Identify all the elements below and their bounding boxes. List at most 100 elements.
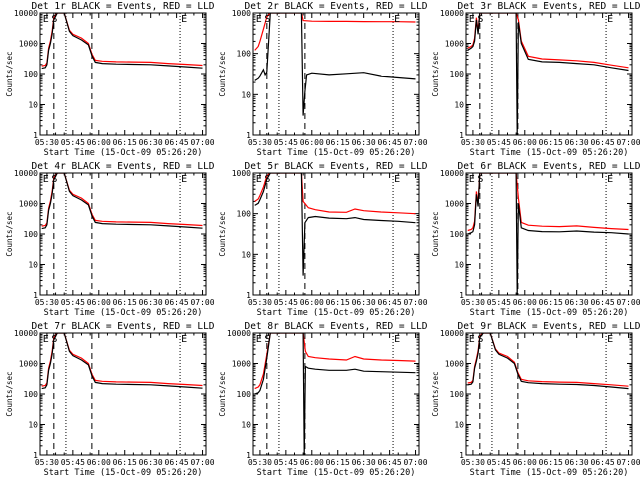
panel-plot: Det 4r BLACK = Events, RED = LLD Counts/s… (5, 161, 215, 318)
x-axis-label: Start Time (15-Oct-09 05:26:20) (44, 468, 203, 478)
y-tick-label: 10 (241, 250, 251, 259)
x-tick-label: 06:45 (591, 138, 615, 147)
y-axis-label: Counts/sec (431, 51, 440, 96)
y-tick-label: 10000 (14, 9, 38, 18)
x-tick-label: 06:30 (352, 458, 376, 467)
y-axis-label: Counts/sec (218, 51, 227, 96)
y-tick-label: 100 (450, 70, 465, 79)
panel-plot: Det 9r BLACK = Events, RED = LLD Counts/s… (431, 321, 640, 478)
event-marker-label: E (256, 334, 262, 345)
series-group (41, 13, 203, 70)
series-group (41, 333, 203, 390)
x-tick-label: 07:00 (190, 298, 214, 307)
series-group (467, 173, 629, 295)
series-lld-line (467, 13, 629, 69)
panel-title: Det 5r BLACK = Events, RED = LLD (244, 161, 427, 172)
series-group (41, 173, 203, 230)
series-events-line (254, 13, 416, 116)
x-axis-label: Start Time (15-Oct-09 05:26:20) (470, 148, 629, 158)
y-tick-label: 1000 (445, 40, 464, 49)
event-marker-label: S (477, 334, 483, 345)
y-tick-label: 10 (241, 421, 251, 430)
x-tick-label: 05:45 (61, 298, 85, 307)
detector-panel: Det 1r BLACK = Events, RED = LLD Counts/s… (0, 0, 215, 160)
x-tick-label: 05:45 (487, 138, 511, 147)
event-marker-label: E (43, 174, 49, 185)
y-tick-label: 10 (454, 101, 464, 110)
series-lld-line (254, 13, 416, 51)
series-events-line (467, 173, 629, 295)
event-marker-label: S (51, 334, 57, 345)
x-tick-label: 05:45 (274, 298, 298, 307)
event-marker-label: S (51, 14, 57, 25)
x-tick-label: 05:45 (61, 138, 85, 147)
x-tick-label: 06:45 (591, 298, 615, 307)
y-tick-label: 1000 (232, 9, 251, 18)
x-tick-label: 05:30 (35, 458, 59, 467)
x-tick-label: 06:45 (165, 298, 189, 307)
series-events-line (41, 333, 203, 390)
panel-title: Det 8r BLACK = Events, RED = LLD (244, 321, 427, 332)
x-tick-label: 05:30 (461, 138, 485, 147)
plot-frame (252, 332, 420, 456)
detector-panel: Det 4r BLACK = Events, RED = LLD Counts/s… (0, 160, 215, 320)
y-tick-label: 10 (454, 261, 464, 270)
x-tick-label: 07:00 (403, 458, 427, 467)
x-tick-label: 07:00 (403, 298, 427, 307)
y-tick-label: 10 (454, 421, 464, 430)
detector-panel: Det 3r BLACK = Events, RED = LLD Counts/s… (426, 0, 640, 160)
series-events-line (254, 173, 416, 276)
y-tick-label: 100 (24, 390, 39, 399)
series-events-line (41, 13, 203, 70)
plot-frame (39, 12, 207, 136)
event-marker-label: S (477, 14, 483, 25)
x-tick-label: 05:45 (274, 458, 298, 467)
x-axis-label: Start Time (15-Oct-09 05:26:20) (257, 148, 416, 158)
plot-frame (39, 172, 207, 296)
event-marker-label: E (181, 14, 187, 25)
plot-frame (465, 12, 633, 136)
x-tick-label: 07:00 (616, 298, 640, 307)
detector-panel: Det 5r BLACK = Events, RED = LLD Counts/s… (213, 160, 428, 320)
y-tick-label: 10 (28, 421, 38, 430)
x-axis-label: Start Time (15-Oct-09 05:26:20) (44, 308, 203, 318)
event-marker-label: E (469, 14, 475, 25)
y-tick-label: 100 (237, 50, 252, 59)
y-tick-label: 1000 (232, 169, 251, 178)
series-group (467, 333, 629, 390)
x-tick-label: 06:30 (139, 298, 163, 307)
x-tick-label: 05:45 (487, 298, 511, 307)
y-tick-label: 1000 (19, 40, 38, 49)
y-tick-label: 100 (24, 230, 39, 239)
x-tick-label: 05:30 (248, 458, 272, 467)
event-marker-label: E (394, 174, 400, 185)
y-tick-label: 1 (459, 291, 464, 300)
x-tick-label: 06:45 (591, 458, 615, 467)
x-tick-label: 06:45 (378, 458, 402, 467)
panel-title: Det 7r BLACK = Events, RED = LLD (31, 321, 214, 332)
x-tick-label: 06:00 (87, 138, 111, 147)
event-marker-label: E (181, 334, 187, 345)
x-tick-label: 06:00 (513, 298, 537, 307)
y-tick-label: 100 (237, 390, 252, 399)
panel-plot: Det 7r BLACK = Events, RED = LLD Counts/s… (5, 321, 215, 478)
x-tick-label: 06:15 (326, 458, 350, 467)
y-tick-label: 1 (246, 291, 251, 300)
x-tick-label: 05:30 (35, 298, 59, 307)
x-tick-label: 06:00 (87, 298, 111, 307)
x-tick-label: 06:30 (352, 138, 376, 147)
panel-title: Det 6r BLACK = Events, RED = LLD (457, 161, 640, 172)
x-tick-label: 06:45 (165, 458, 189, 467)
detector-panel: Det 9r BLACK = Events, RED = LLD Counts/s… (426, 320, 640, 480)
x-axis-label: Start Time (15-Oct-09 05:26:20) (470, 468, 629, 478)
panel-plot: Det 5r BLACK = Events, RED = LLD Counts/s… (218, 161, 428, 318)
x-tick-label: 06:00 (300, 298, 324, 307)
x-axis-label: Start Time (15-Oct-09 05:26:20) (257, 468, 416, 478)
y-tick-label: 100 (450, 230, 465, 239)
series-events-line (254, 333, 416, 455)
x-tick-label: 05:45 (61, 458, 85, 467)
series-group (254, 13, 416, 116)
x-tick-label: 07:00 (616, 458, 640, 467)
series-events-line (41, 173, 203, 230)
plot-frame (252, 172, 420, 296)
